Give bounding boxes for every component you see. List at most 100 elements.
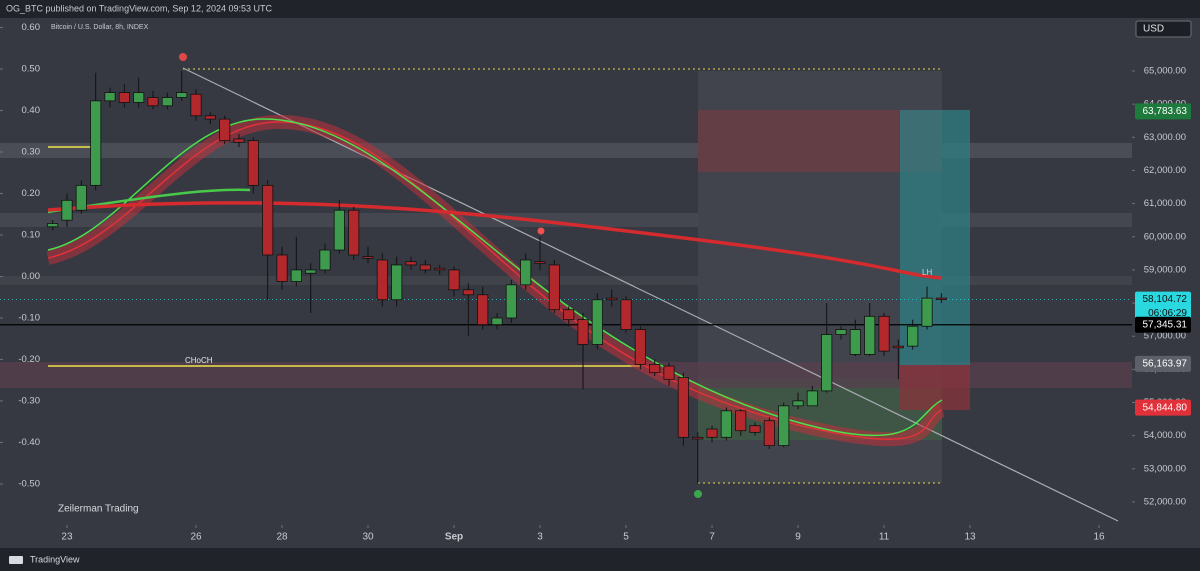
candle-body — [821, 334, 833, 392]
y-tick-label: 54,000.00 — [1144, 430, 1186, 441]
marks — [0, 71, 1132, 484]
candle-body — [520, 259, 532, 286]
candle-body — [878, 315, 890, 352]
price-badge — [1135, 355, 1191, 372]
y-tick-label: 59,000.00 — [1144, 264, 1186, 275]
stop-zone — [900, 365, 970, 410]
trendline — [182, 67, 1119, 522]
annotation: CHoCH — [185, 356, 213, 365]
price-badge — [1135, 316, 1191, 333]
price-badge — [1135, 103, 1191, 120]
symbol: Bitcoin / U.S. Dollar, 8h, INDEX — [51, 24, 149, 31]
candle-body — [133, 92, 145, 103]
x-tick-label: 5 — [623, 532, 629, 543]
candle-body — [606, 297, 618, 301]
y2-tick-label: -0.10 — [18, 312, 40, 323]
candle-body — [935, 297, 947, 300]
candle-body — [735, 410, 747, 432]
y-tick-label: 62,000.00 — [1144, 165, 1186, 176]
x-tick-label: 9 — [795, 532, 801, 543]
watermark: Zeilerman Trading — [58, 504, 139, 515]
candle-body — [835, 329, 847, 335]
candle-body — [319, 249, 331, 271]
y2-tick-label: -0.30 — [18, 395, 40, 406]
top-bar — [0, 0, 1200, 18]
countdown: 06:06:29 — [1148, 308, 1187, 319]
candle-body — [276, 254, 288, 282]
candle-body — [505, 284, 517, 319]
candle-body — [405, 261, 417, 266]
candle-body — [563, 309, 575, 321]
candle-body — [305, 269, 317, 274]
marker — [179, 53, 187, 61]
price-badge-label: 63,783.63 — [1143, 106, 1188, 117]
price-badge-label: 57,345.31 — [1143, 319, 1188, 330]
candle-body — [907, 325, 919, 347]
target-zone — [900, 110, 970, 365]
candle-body — [634, 329, 646, 365]
candle-body — [921, 297, 933, 327]
header: OG_BTC published on TradingView.com, Sep… — [6, 3, 272, 13]
candle-body — [104, 92, 116, 102]
candle-body — [348, 209, 360, 256]
candle-body — [333, 209, 345, 251]
candle-body — [448, 269, 460, 291]
price-badge-label: 56,163.97 — [1143, 359, 1188, 370]
logo — [9, 556, 23, 564]
price-badge — [1135, 399, 1191, 416]
candle-body — [663, 365, 675, 380]
annotation: LH — [922, 268, 932, 277]
ma-200 — [47, 201, 943, 280]
candle-body — [247, 140, 259, 186]
candle-body — [806, 390, 818, 407]
candle-body — [90, 100, 102, 186]
candle-body — [419, 264, 431, 271]
y2-tick-label: 0.60 — [22, 22, 41, 33]
candle-body — [763, 420, 775, 447]
candle-body — [491, 317, 503, 326]
zone-band — [0, 276, 1132, 285]
y-tick-label: 63,000.00 — [1144, 132, 1186, 143]
candle-body — [692, 436, 704, 440]
candle-body — [778, 405, 790, 447]
candle-body — [161, 97, 173, 107]
candle-body — [677, 377, 689, 438]
x-tick-label: 16 — [1093, 532, 1105, 543]
price-badge-label: 58,104.72 — [1143, 294, 1188, 305]
y2-tick-label: 0.00 — [22, 271, 41, 282]
y-tick-label: 60,000.00 — [1144, 231, 1186, 242]
y-tick-label: 52,000.00 — [1144, 496, 1186, 507]
candle-body — [864, 315, 876, 355]
x-tick-label: Sep — [445, 532, 463, 543]
y-tick-label: 57,000.00 — [1144, 331, 1186, 342]
y2-tick-label: 0.40 — [22, 105, 41, 116]
price-badge — [1135, 291, 1191, 322]
candle-body — [649, 363, 661, 374]
candle-body — [190, 93, 202, 117]
currency: USD — [1143, 24, 1164, 35]
x-tick-label: 7 — [709, 532, 715, 543]
candle-body — [262, 184, 274, 256]
candle-body — [892, 345, 904, 349]
y-tick-label: 65,000.00 — [1144, 66, 1186, 77]
y2-tick-label: -0.40 — [18, 437, 40, 448]
ma-green — [47, 118, 943, 437]
y-tick-label: 61,000.00 — [1144, 198, 1186, 209]
x-tick-label: 11 — [879, 532, 890, 543]
candle-body — [720, 410, 732, 438]
candle-body — [75, 184, 87, 211]
x-tick-label: 30 — [362, 532, 374, 543]
candle-body — [792, 400, 804, 407]
candle-body — [620, 299, 632, 330]
candle-body — [462, 289, 474, 296]
candle-body — [290, 269, 302, 282]
y2-tick-label: 0.30 — [22, 147, 41, 158]
y2-tick-label: 0.10 — [22, 230, 41, 241]
candle-body — [233, 138, 245, 143]
x-tick-label: 13 — [964, 532, 976, 543]
candle-body — [47, 223, 59, 228]
candle-body — [118, 92, 130, 103]
footer: TradingView — [30, 554, 80, 564]
candle-body — [434, 267, 446, 271]
